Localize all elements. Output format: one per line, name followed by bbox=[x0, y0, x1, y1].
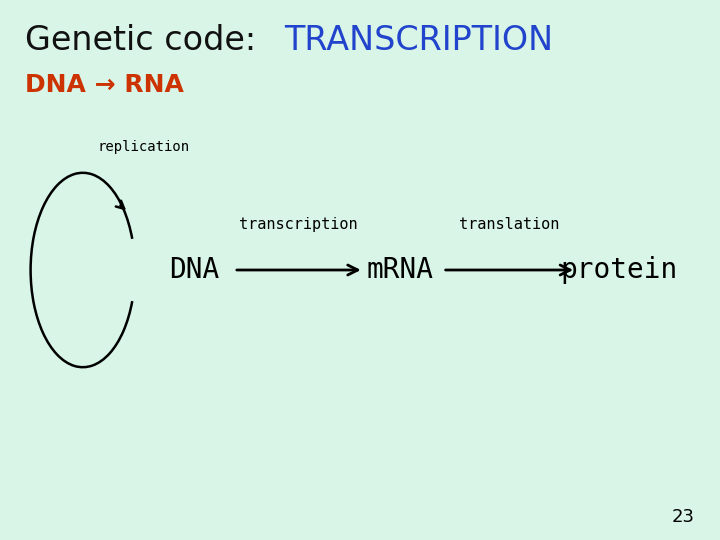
Text: DNA: DNA bbox=[169, 256, 220, 284]
Text: protein: protein bbox=[561, 256, 678, 284]
Text: transcription: transcription bbox=[240, 217, 358, 232]
Text: Genetic code:: Genetic code: bbox=[25, 24, 267, 57]
Text: translation: translation bbox=[459, 217, 559, 232]
Text: TRANSCRIPTION: TRANSCRIPTION bbox=[284, 24, 554, 57]
Text: replication: replication bbox=[97, 140, 189, 154]
Text: mRNA: mRNA bbox=[366, 256, 433, 284]
Text: 23: 23 bbox=[672, 509, 695, 526]
Text: DNA → RNA: DNA → RNA bbox=[25, 73, 184, 97]
